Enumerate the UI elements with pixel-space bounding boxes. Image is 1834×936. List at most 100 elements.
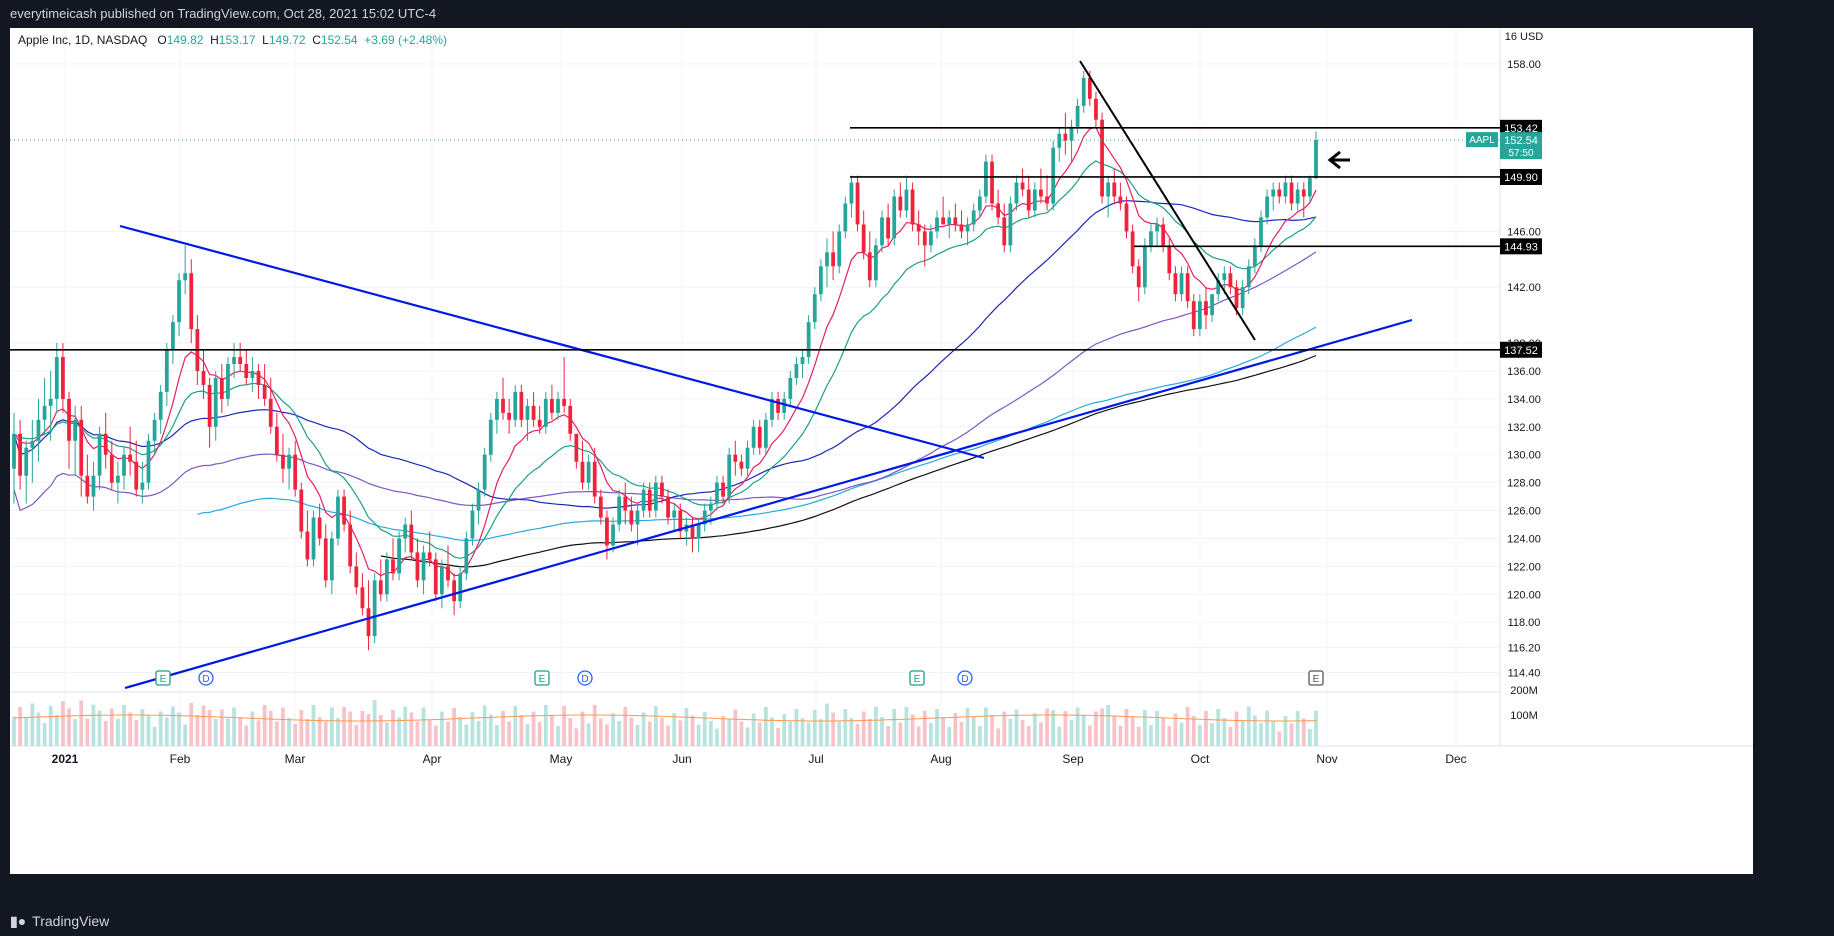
candle-body	[1057, 133, 1062, 148]
candle	[116, 461, 120, 504]
volume-bar	[1118, 726, 1123, 746]
candle-body	[874, 245, 878, 281]
candle	[1130, 224, 1135, 274]
volume-bar	[1161, 718, 1166, 746]
volume-bar	[24, 717, 29, 746]
candle-body	[213, 377, 218, 427]
candle	[1179, 266, 1184, 302]
candle-body	[1130, 231, 1135, 267]
candle-body	[770, 398, 774, 420]
volume-bar	[440, 711, 444, 746]
candle-body	[1039, 189, 1043, 197]
candle	[366, 580, 371, 651]
candle	[109, 440, 114, 490]
level-tag	[1500, 119, 1542, 136]
candle	[158, 384, 163, 434]
candle-body	[1118, 196, 1123, 204]
candle	[30, 419, 35, 483]
volume-bar	[281, 707, 285, 746]
candle-body	[568, 405, 573, 434]
volume-bar	[1271, 721, 1276, 746]
candle-body	[1149, 231, 1153, 246]
candle-body	[183, 273, 188, 281]
price-axis-label: 116.20	[1508, 642, 1541, 654]
volume-bar	[751, 713, 756, 746]
candle	[122, 447, 126, 490]
candle-body	[452, 580, 456, 602]
volume-bar	[886, 726, 890, 746]
ohlc-legend: Apple Inc, 1D, NASDAQ O149.82 H153.17 L1…	[18, 33, 447, 47]
candle-body	[519, 391, 524, 420]
price-axis-label: 138.00	[1507, 338, 1541, 350]
candle-body	[959, 224, 964, 232]
candle-body	[971, 210, 976, 225]
candle	[329, 531, 334, 595]
volume-axis-label: 200M	[1510, 685, 1538, 697]
candle-body	[776, 398, 780, 413]
price-axis-label: 134.00	[1507, 394, 1541, 406]
candle-body	[513, 391, 518, 420]
volume-bar	[103, 721, 108, 746]
chart-panel[interactable]: 153.42 149.90 144.93 137.52 AAPL 152.54 57:50 1…	[10, 28, 1753, 874]
volume-bar	[1106, 705, 1111, 746]
volume-bar	[727, 719, 732, 746]
candle-body	[1136, 266, 1141, 288]
candle	[690, 517, 695, 553]
candle-body	[1283, 182, 1288, 197]
candle-body	[953, 217, 958, 225]
tradingview-logo[interactable]: ▮● TradingView	[10, 906, 109, 936]
candle	[495, 391, 499, 434]
volume-bar	[580, 711, 585, 746]
volume-bar	[1204, 711, 1208, 746]
candle-body	[1216, 280, 1221, 295]
candle	[660, 475, 664, 504]
candle	[348, 510, 353, 574]
candle-body	[666, 496, 670, 518]
candle-body	[12, 433, 16, 469]
candle-body	[1185, 273, 1190, 302]
candle-body	[1308, 178, 1312, 197]
tradingview-logo-icon: ▮●	[10, 913, 27, 929]
candle-body	[1246, 266, 1251, 288]
candle-body	[574, 433, 579, 462]
price-axis-labels: 158.00 146.00 142.00 138.00 136.00 134.00 132.…	[1505, 31, 1544, 679]
volume-bar	[965, 708, 970, 746]
candle	[953, 203, 958, 232]
candle-body	[403, 524, 408, 539]
candle	[1063, 112, 1068, 155]
candle	[788, 370, 793, 406]
candle	[806, 315, 811, 364]
candle	[384, 552, 389, 602]
volume-ma-line	[13, 714, 1317, 722]
candle-body	[1100, 119, 1104, 197]
candle-body	[67, 398, 71, 441]
volume-bar	[91, 704, 96, 746]
candle	[794, 357, 799, 385]
candle	[36, 398, 41, 462]
volume-bar	[495, 725, 499, 746]
volume-bar	[568, 718, 573, 746]
level-tag	[1500, 168, 1542, 185]
volume-bar	[219, 709, 224, 746]
price-axis-label: 130.00	[1507, 450, 1541, 462]
candle	[1228, 266, 1233, 295]
candle-body	[128, 454, 133, 462]
volume-bar	[1314, 710, 1318, 746]
candle	[354, 552, 359, 595]
volume-bar	[611, 713, 615, 746]
volume-bar	[384, 722, 389, 746]
candle	[61, 343, 65, 413]
volume-bar	[1308, 729, 1312, 746]
candle-body	[97, 433, 102, 476]
candle-body	[109, 454, 114, 483]
candle	[623, 482, 628, 525]
volume-bar	[427, 719, 432, 746]
candle	[342, 489, 346, 532]
currency-label: 16 USD	[1505, 31, 1544, 43]
candle-body	[763, 419, 768, 448]
candle	[372, 573, 377, 644]
volume-bar	[929, 723, 933, 746]
candle-body	[146, 440, 151, 483]
dividend-marker-icon	[577, 670, 593, 686]
